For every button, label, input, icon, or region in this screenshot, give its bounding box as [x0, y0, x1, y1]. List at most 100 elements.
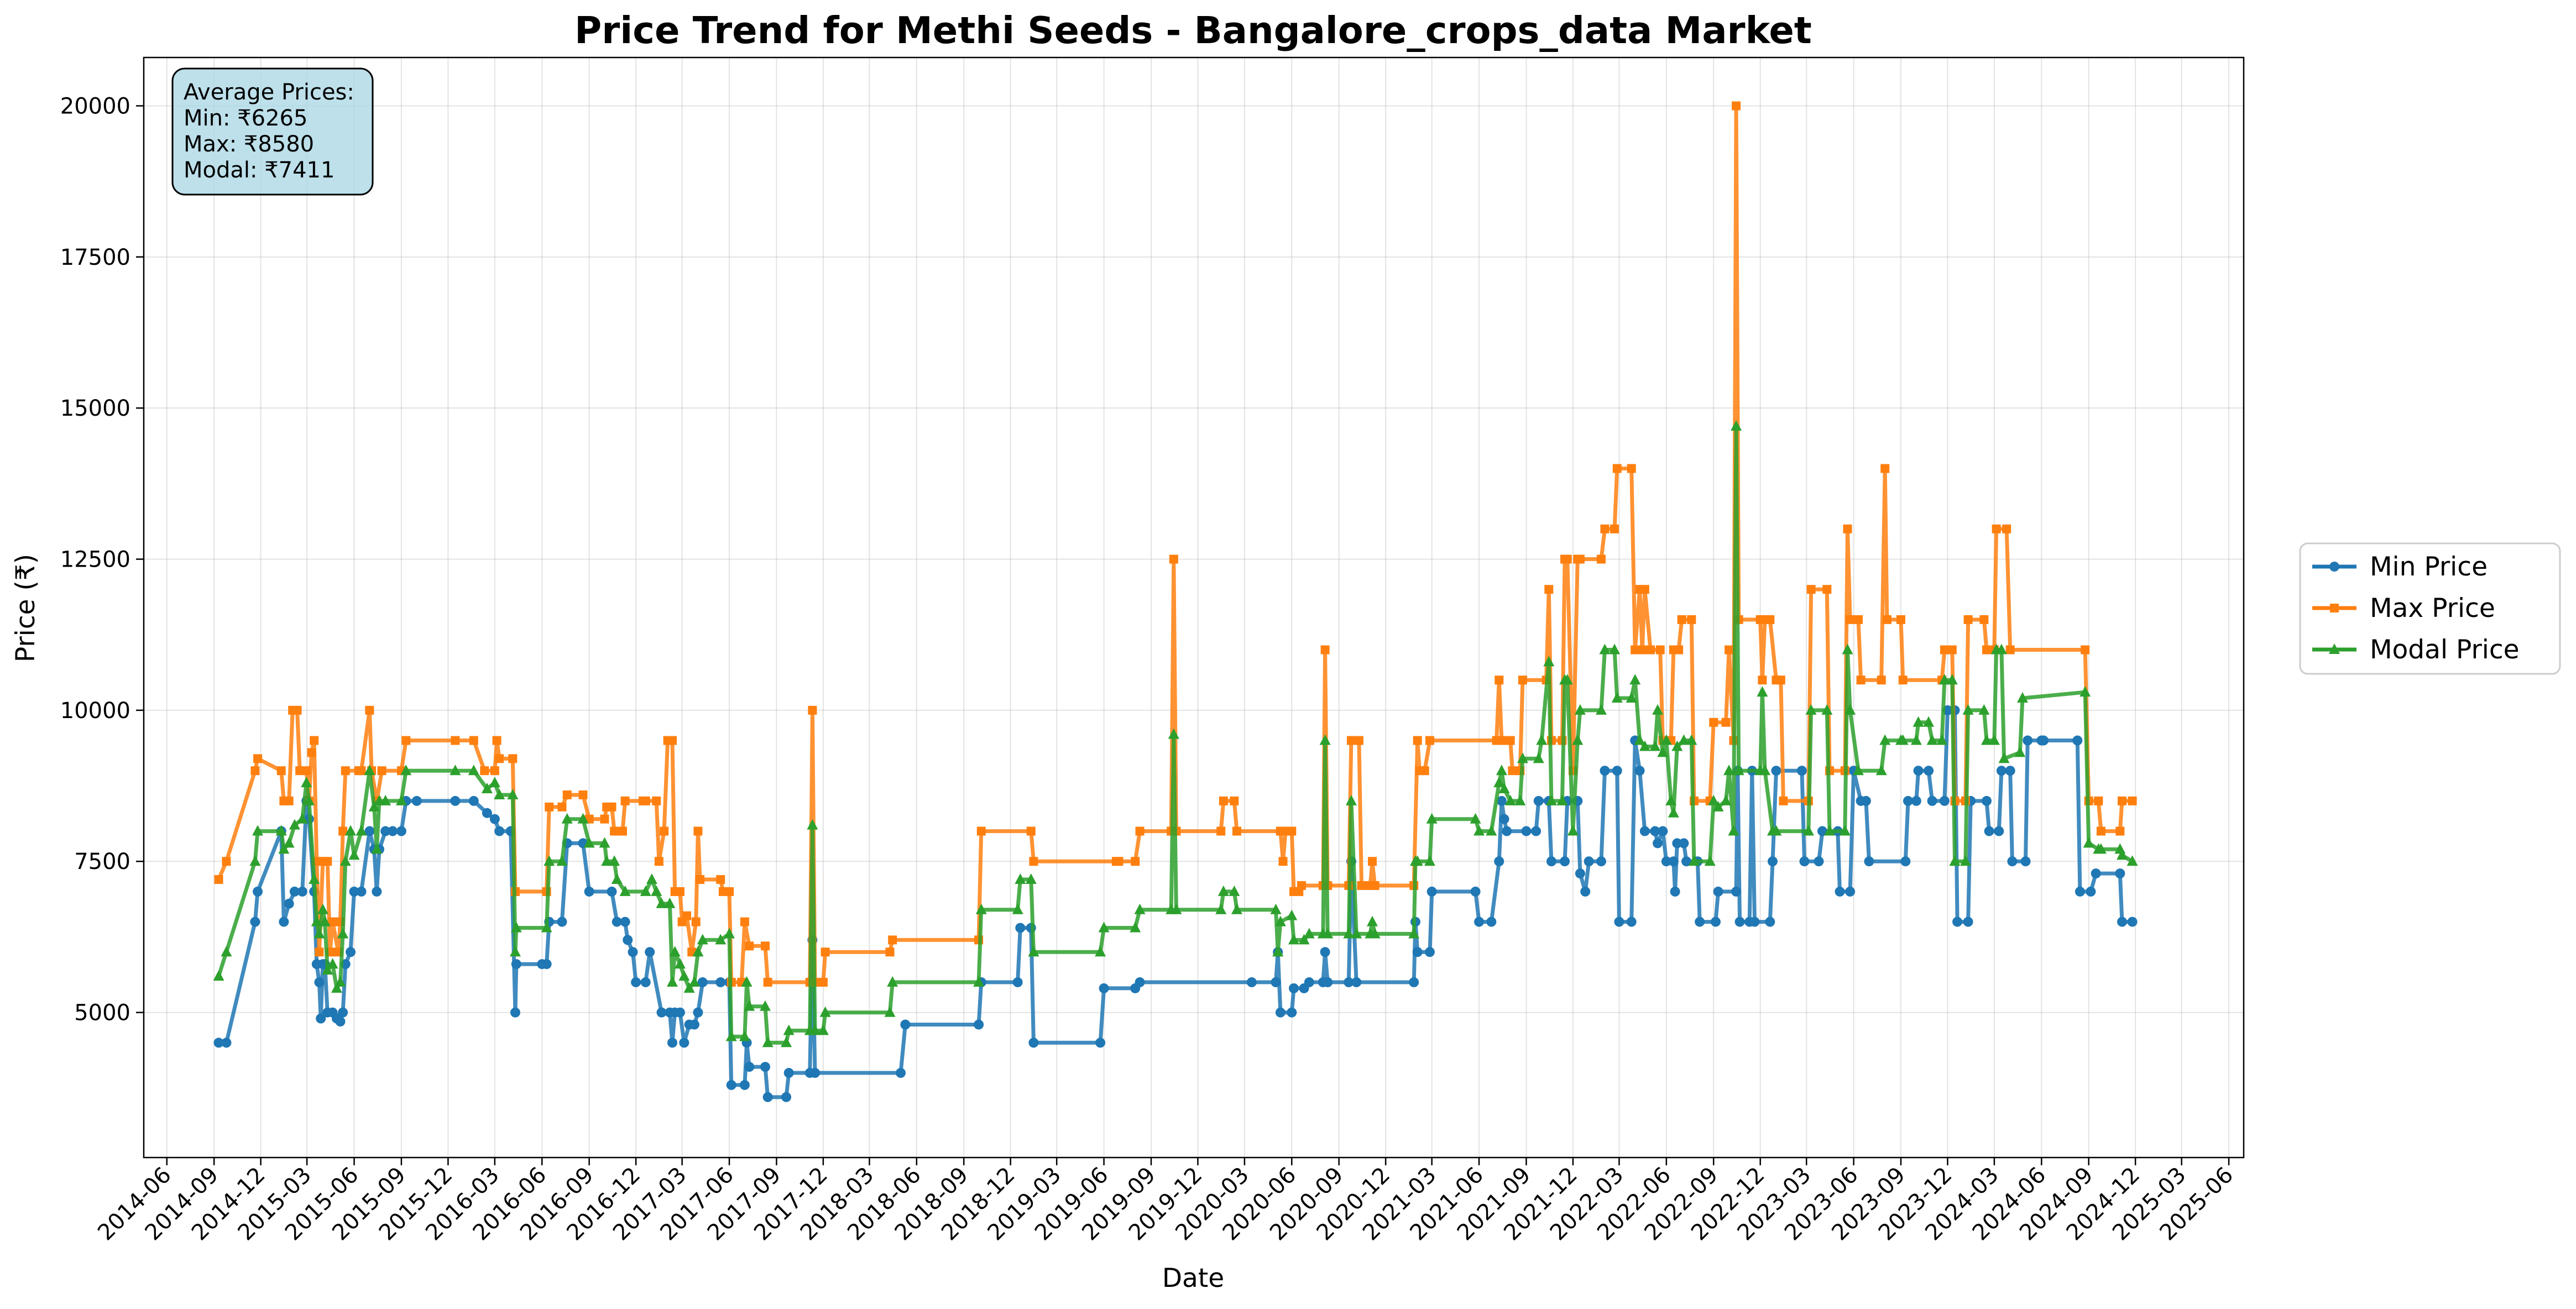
y-tick-label: 7500 — [74, 849, 130, 875]
modal-price-point — [1626, 692, 1637, 703]
min-price-point — [213, 1038, 224, 1048]
min-price-point — [1668, 856, 1679, 867]
modal-price-point — [1412, 855, 1423, 866]
modal-price-point — [1708, 794, 1720, 805]
modal-price-point — [1910, 734, 1922, 745]
modal-price-point — [1923, 716, 1935, 727]
min-price-point — [2020, 856, 2031, 867]
modal-price-point — [739, 1030, 750, 1041]
max-price-point — [610, 826, 619, 836]
min-price-point — [314, 977, 325, 987]
modal-price-point — [601, 855, 613, 866]
modal-price-point — [674, 958, 686, 969]
max-price-point — [725, 887, 734, 896]
min-price-point — [297, 886, 307, 897]
max-price-point — [1627, 464, 1636, 473]
modal-price-point — [1998, 752, 2010, 763]
modal-price-point — [1493, 777, 1505, 788]
min-price-point — [1639, 826, 1650, 836]
max-price-point — [1420, 766, 1429, 776]
min-price-point — [1814, 856, 1824, 867]
modal-price-point — [1634, 734, 1645, 745]
min-price-point — [1521, 826, 1532, 836]
max-price-point — [885, 947, 895, 957]
max-price-point — [1732, 101, 1741, 111]
max-price-point — [508, 754, 518, 763]
modal-price-point — [345, 825, 357, 836]
modal-price-point — [781, 1036, 792, 1048]
max-price-point — [1596, 554, 1606, 564]
y-axis-label: Price (₹) — [11, 554, 41, 662]
modal-price-point — [395, 794, 407, 805]
modal-price-point — [1629, 674, 1641, 685]
modal-price-point — [1025, 873, 1037, 884]
modal-price-point — [1286, 909, 1298, 920]
max-price-point — [618, 826, 627, 836]
min-price-point — [1864, 856, 1874, 867]
legend-marker-min-price — [2329, 562, 2339, 572]
max-price-point — [302, 766, 311, 776]
max-price-point — [1655, 645, 1665, 654]
min-price-point — [2127, 917, 2138, 927]
modal-price-point — [1595, 704, 1607, 715]
modal-price-point — [213, 970, 224, 981]
max-price-point — [1216, 826, 1226, 836]
max-price-point — [1880, 464, 1890, 473]
min-price-point — [783, 1067, 794, 1078]
min-price-point — [541, 959, 552, 970]
max-price-point — [696, 875, 705, 884]
modal-price-point — [1474, 825, 1485, 836]
modal-price-point — [1842, 643, 1853, 654]
min-price-point — [762, 1092, 773, 1102]
min-price-point — [1713, 886, 1723, 897]
modal-price-point — [1657, 746, 1669, 757]
modal-price-point — [1272, 946, 1284, 957]
min-price-point — [781, 1092, 792, 1102]
modal-price-point — [1671, 740, 1683, 751]
modal-price-point — [1303, 928, 1315, 939]
min-price-point — [1427, 886, 1437, 897]
average-prices-box-background — [171, 67, 374, 196]
modal-price-point — [1759, 765, 1771, 776]
max-price-point — [1765, 615, 1775, 624]
modal-price-point — [544, 855, 555, 866]
min-price-point — [739, 1080, 750, 1090]
max-price-point — [716, 875, 725, 884]
max-price-point — [1646, 645, 1655, 654]
min-price-point — [1650, 826, 1660, 836]
min-price-point — [1710, 917, 1721, 927]
min-price-point — [1994, 826, 2004, 836]
modal-price-point — [1949, 855, 1961, 866]
max-price-point — [1638, 645, 1647, 654]
min-price-point — [1835, 886, 1845, 897]
max-price-point — [295, 766, 305, 776]
modal-price-point — [289, 819, 300, 830]
min-price-point — [1749, 917, 1760, 927]
modal-price-point — [887, 976, 898, 987]
modal-price-point — [1981, 734, 1992, 745]
modal-price-point — [688, 976, 700, 987]
max-price-point — [1992, 524, 2001, 533]
modal-price-point — [2095, 843, 2107, 854]
modal-price-point — [2117, 849, 2128, 860]
min-price-point — [1911, 795, 1921, 806]
min-price-point — [1913, 766, 1924, 776]
modal-price-point — [364, 765, 375, 776]
min-price-point — [1771, 766, 1781, 776]
min-price-point — [656, 1007, 667, 1018]
modal-price-point — [583, 837, 595, 848]
modal-price-point — [1215, 903, 1227, 914]
modal-price-point — [2014, 746, 2026, 757]
min-price-point — [1095, 1038, 1106, 1048]
max-price-point — [607, 802, 616, 811]
modal-price-point — [1802, 825, 1814, 836]
y-axis-ticks: 5000 7500 10000 12500 15000 17500 20000 — [60, 93, 144, 1026]
max-price-point — [2128, 796, 2137, 805]
modal-price-point — [1839, 825, 1851, 836]
modal-price-point — [309, 873, 320, 884]
max-price-point — [1677, 615, 1686, 624]
min-price-point — [726, 1080, 736, 1090]
min-price-point — [1135, 977, 1145, 987]
